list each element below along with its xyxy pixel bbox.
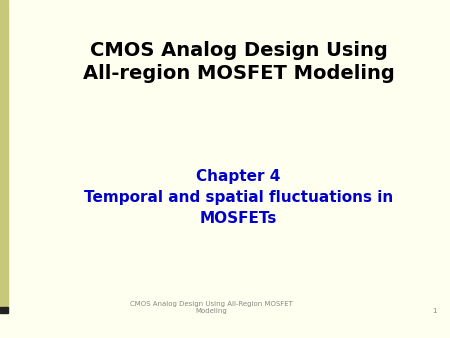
- Text: Chapter 4
Temporal and spatial fluctuations in
MOSFETs: Chapter 4 Temporal and spatial fluctuati…: [84, 169, 393, 226]
- Bar: [0, 0, 8, 307]
- Text: CMOS Analog Design Using All-Region MOSFET
Modeling: CMOS Analog Design Using All-Region MOSF…: [130, 301, 293, 314]
- Bar: [0, 307, 8, 313]
- Text: 1: 1: [432, 308, 436, 314]
- Text: CMOS Analog Design Using
All-region MOSFET Modeling: CMOS Analog Design Using All-region MOSF…: [83, 41, 394, 83]
